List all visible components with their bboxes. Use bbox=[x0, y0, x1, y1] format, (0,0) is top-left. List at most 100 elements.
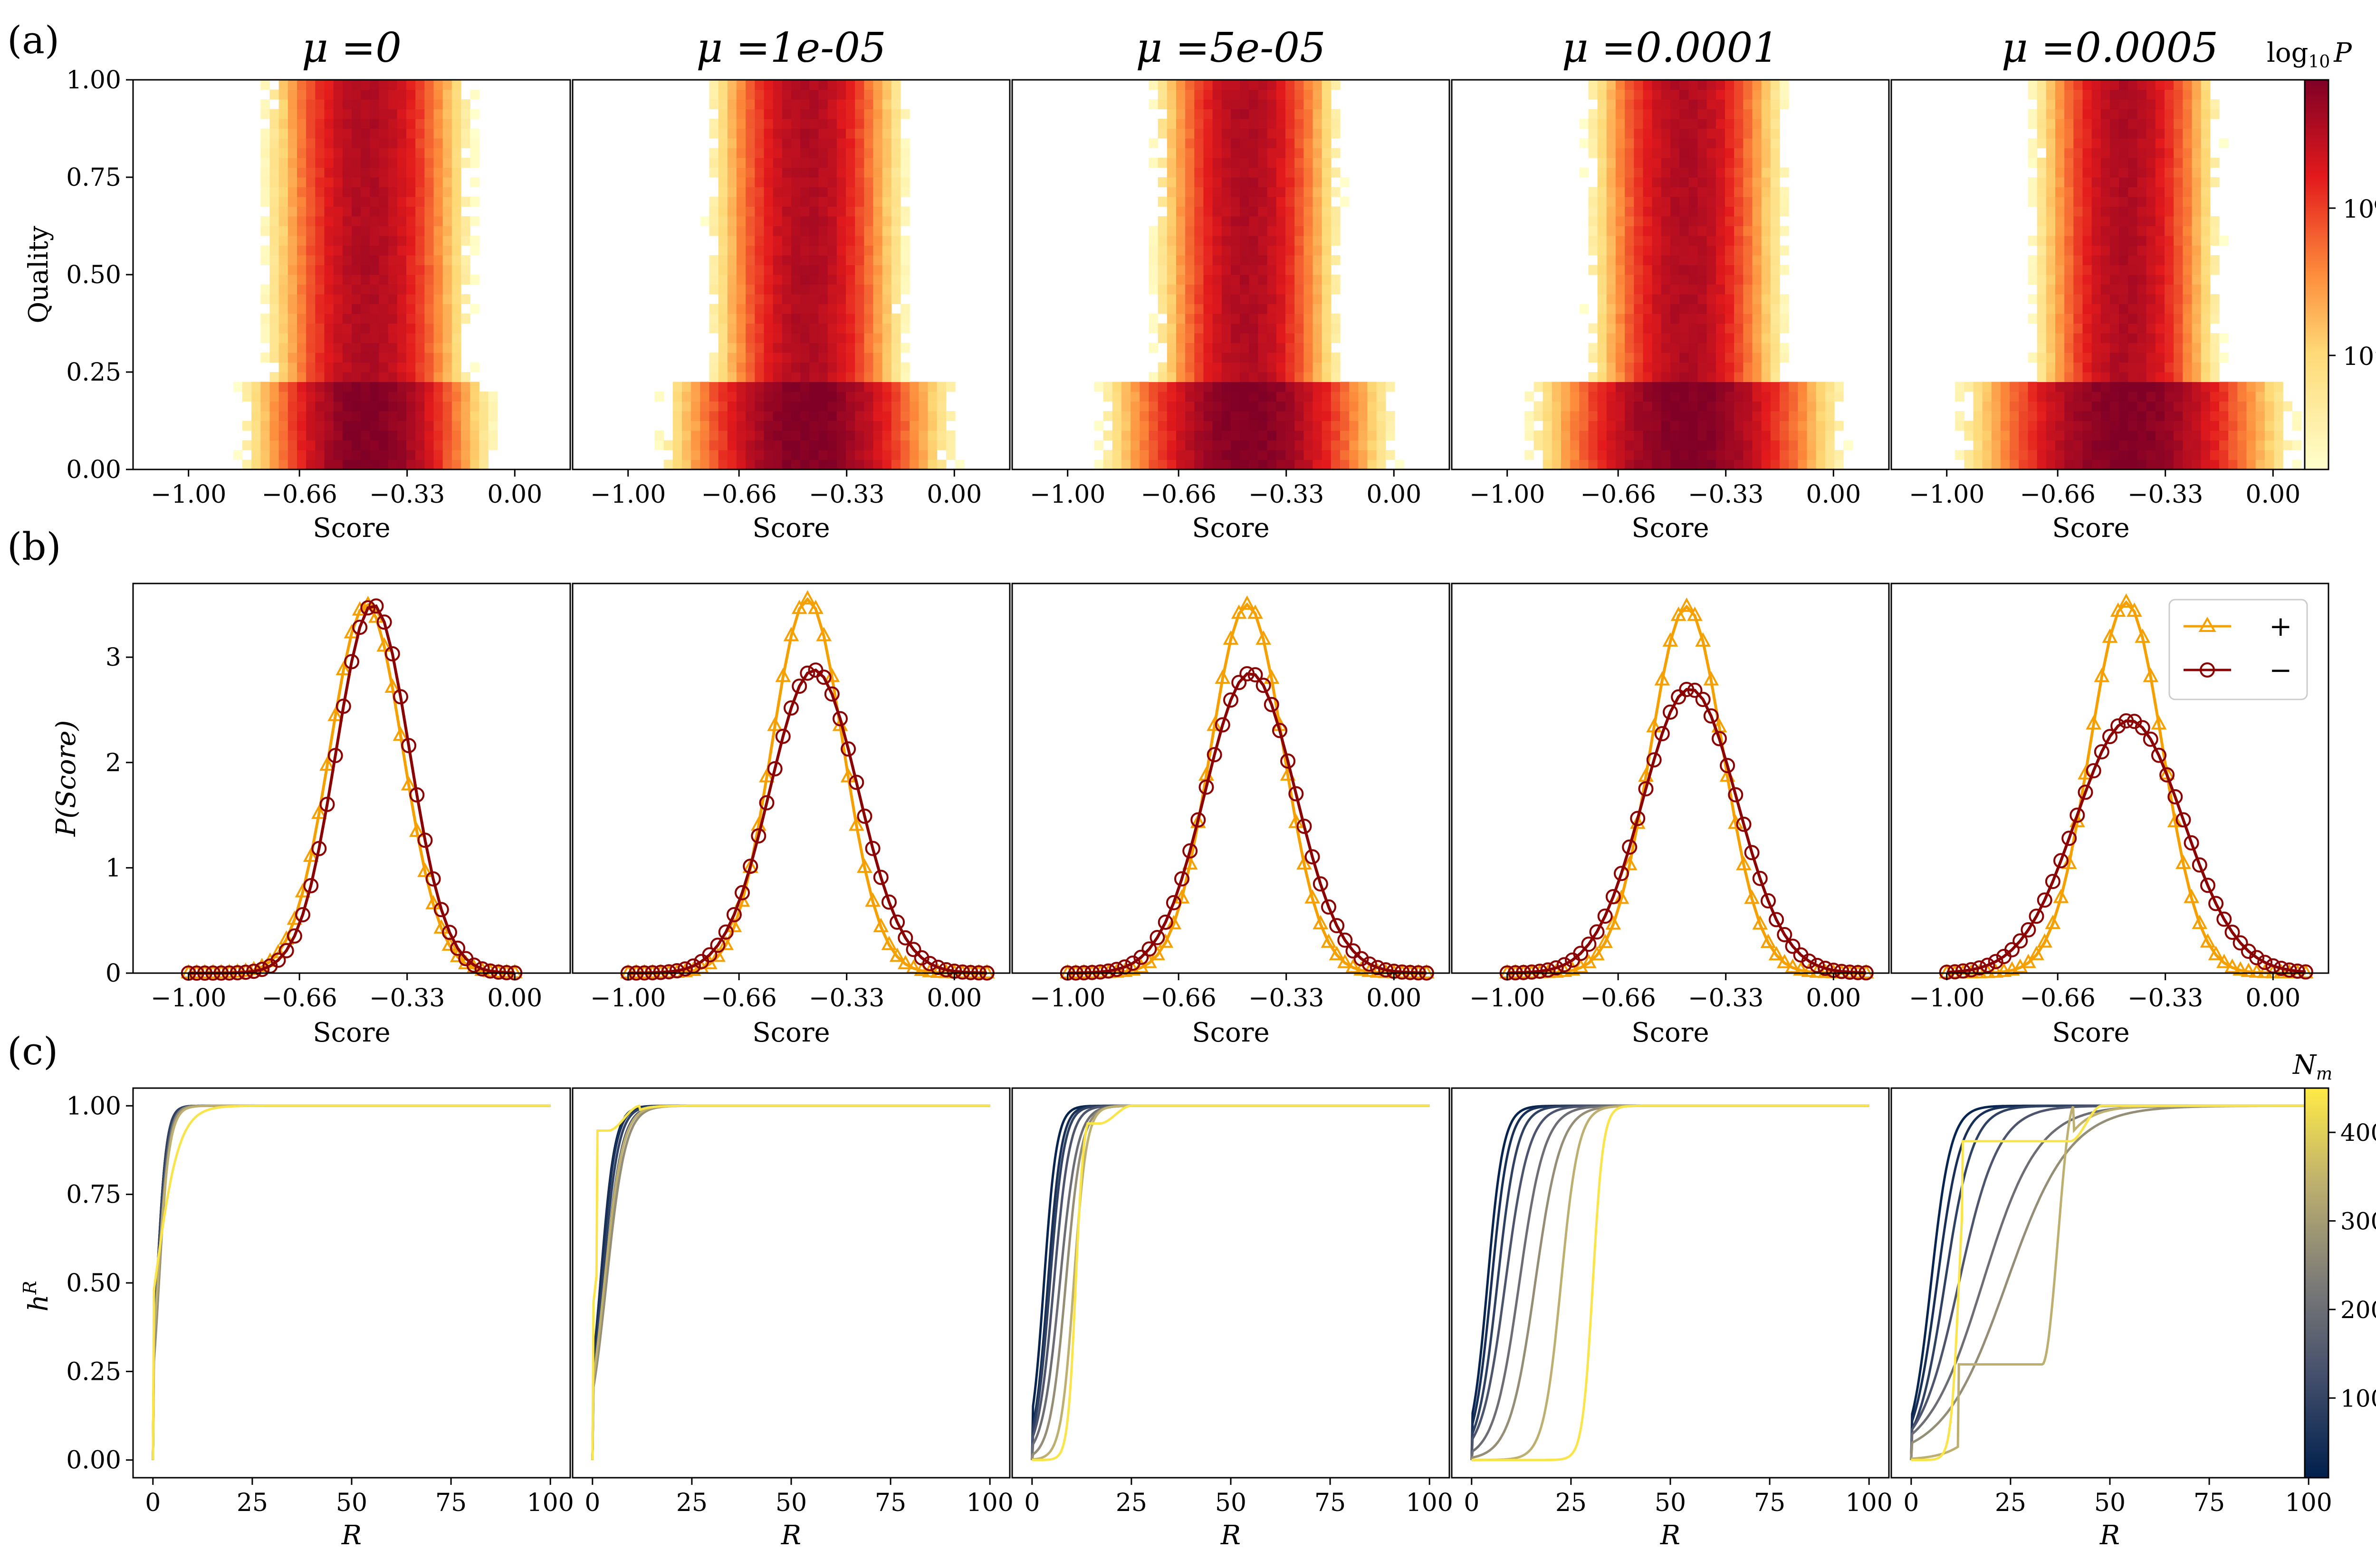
heatmap-cell bbox=[2183, 158, 2193, 168]
heatmap-cell bbox=[1313, 226, 1322, 236]
heatmap-cell bbox=[2110, 343, 2119, 353]
heatmap-cell bbox=[691, 430, 700, 441]
heatmap-cell bbox=[727, 119, 737, 129]
heatmap-cell bbox=[2201, 236, 2211, 246]
heatmap-cell bbox=[451, 372, 461, 382]
heatmap-cell bbox=[1313, 255, 1322, 266]
heatmap-cell bbox=[451, 392, 461, 402]
heatmap-cell bbox=[1103, 392, 1113, 402]
heatmap-cell bbox=[1267, 450, 1277, 460]
heatmap-cell bbox=[1552, 411, 1562, 421]
heatmap-cell bbox=[2110, 99, 2119, 110]
heatmap-cell bbox=[1643, 245, 1653, 256]
heatmap-cell bbox=[2219, 138, 2229, 149]
heatmap-cell bbox=[864, 99, 874, 110]
heatmap-cell bbox=[415, 99, 425, 110]
heatmap-cell bbox=[1734, 275, 1744, 285]
heatmap-cell bbox=[324, 353, 334, 363]
heatmap-cell bbox=[333, 284, 343, 295]
heatmap-cell bbox=[1697, 275, 1707, 285]
heatmap-cell bbox=[873, 362, 883, 373]
heatmap-cell bbox=[1240, 440, 1249, 450]
heatmap-cell bbox=[1331, 119, 1341, 129]
heatmap-cell bbox=[1167, 353, 1177, 363]
heatmap-cell bbox=[315, 206, 325, 217]
marker-plus bbox=[238, 962, 254, 977]
heatmap-cell bbox=[2137, 411, 2147, 421]
heatmap-cell bbox=[1789, 401, 1798, 411]
heatmap-cell bbox=[1688, 99, 1698, 110]
heatmap-cell bbox=[901, 236, 910, 246]
heatmap-cell bbox=[809, 177, 819, 188]
heatmap-cell bbox=[1579, 459, 1589, 469]
heatmap-cell bbox=[1697, 80, 1707, 90]
heatmap-cell bbox=[791, 158, 801, 168]
heatmap-cell bbox=[818, 343, 828, 353]
heatmap-cell bbox=[1542, 421, 1552, 431]
marker-plus bbox=[197, 964, 213, 978]
heatmap-cell bbox=[1697, 323, 1707, 334]
heatmap-cell bbox=[260, 158, 270, 168]
heatmap-cell bbox=[1688, 158, 1698, 168]
heatmap-cell bbox=[324, 216, 334, 227]
heatmap-cell bbox=[809, 167, 819, 178]
heatmap-cell bbox=[1322, 80, 1332, 90]
heatmap-cell bbox=[1597, 197, 1607, 207]
heatmap-cell bbox=[1185, 80, 1195, 90]
heatmap-cell bbox=[2237, 430, 2247, 441]
heatmap-cell bbox=[2155, 440, 2165, 450]
heatmap-cell bbox=[2073, 392, 2083, 402]
heatmap-cell bbox=[1331, 362, 1341, 373]
heatmap-cell bbox=[1991, 450, 2001, 460]
heatmap-cell bbox=[1634, 206, 1644, 217]
heatmap-cell bbox=[773, 323, 783, 334]
heatmap-cell bbox=[2110, 323, 2119, 334]
heatmap-cell bbox=[1158, 421, 1168, 431]
heatmap-cell bbox=[1358, 450, 1368, 460]
heatmap-cell bbox=[1588, 323, 1598, 334]
heatmap-cell bbox=[306, 80, 316, 90]
heatmap-cell bbox=[333, 216, 343, 227]
heatmap-cell bbox=[1267, 119, 1277, 129]
heatmap-cell bbox=[2255, 401, 2265, 411]
heatmap-cell bbox=[1367, 401, 1377, 411]
heatmap-cell bbox=[415, 138, 425, 149]
marker-plus bbox=[205, 964, 221, 978]
heatmap-cell bbox=[2055, 80, 2065, 90]
heatmap-cell bbox=[379, 89, 389, 100]
heatmap-cell bbox=[1597, 421, 1607, 431]
heatmap-cell bbox=[1634, 314, 1644, 324]
heatmap-cell bbox=[882, 421, 892, 431]
heatmap-cell bbox=[2064, 138, 2074, 149]
heatmap-cell bbox=[397, 158, 407, 168]
heatmap-cell bbox=[2146, 459, 2156, 469]
heatmap-cell bbox=[2201, 177, 2211, 188]
heatmap-cell bbox=[727, 109, 737, 119]
heatmap-cell bbox=[278, 167, 288, 178]
heatmap-cell bbox=[1112, 421, 1122, 431]
heatmap-cell bbox=[1322, 421, 1332, 431]
heatmap-cell bbox=[1258, 89, 1268, 100]
heatmap-cell bbox=[1616, 80, 1625, 90]
heatmap-cell bbox=[1798, 421, 1808, 431]
heatmap-cell bbox=[406, 148, 416, 158]
heatmap-cell bbox=[1285, 459, 1295, 469]
heatmap-cell bbox=[919, 430, 929, 441]
heatmap-cell bbox=[451, 119, 461, 129]
heatmap-cell bbox=[361, 333, 370, 344]
heatmap-cell bbox=[1231, 138, 1240, 149]
heatmap-cell bbox=[773, 284, 783, 295]
heatmap-cell bbox=[1679, 99, 1689, 110]
heatmap-cell bbox=[1807, 401, 1817, 411]
heatmap-cell bbox=[1652, 275, 1662, 285]
heatmap-cell bbox=[2046, 421, 2056, 431]
heatmap-cell bbox=[727, 245, 737, 256]
heatmap-cell bbox=[406, 411, 416, 421]
heatmap-cell bbox=[1616, 314, 1625, 324]
heatmap-cell bbox=[1267, 245, 1277, 256]
heatmap-cell bbox=[709, 421, 719, 431]
heatmap-cell bbox=[1634, 89, 1644, 100]
heatmap-cell bbox=[1158, 440, 1168, 450]
heatmap-cell bbox=[1688, 353, 1698, 363]
heatmap-cell bbox=[2037, 294, 2047, 305]
